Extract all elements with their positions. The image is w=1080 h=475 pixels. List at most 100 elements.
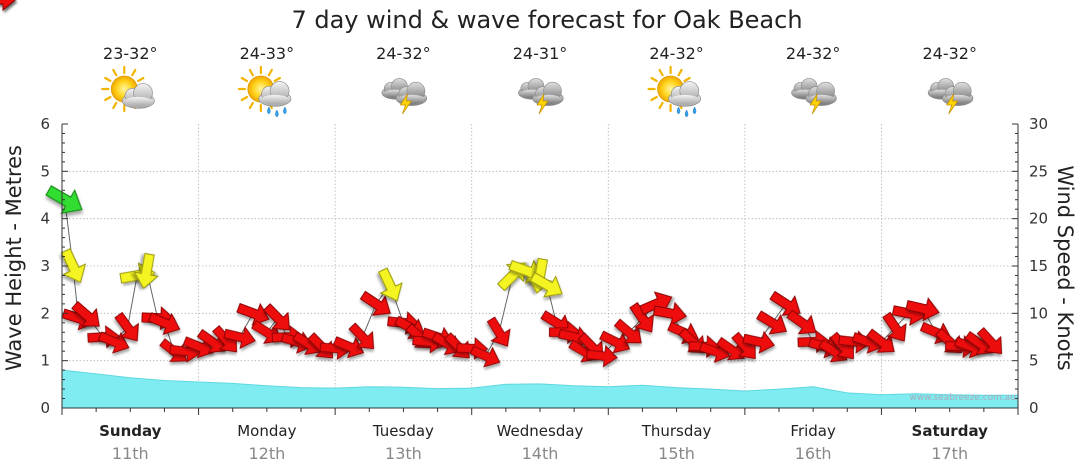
left-tick-label: 3 (40, 257, 50, 275)
sun-ray (240, 76, 249, 83)
sun-ray (650, 76, 658, 83)
wind-arrow (60, 248, 87, 284)
day-temperature-label: 24-31° (513, 44, 568, 63)
chart-title: 7 day wind & wave forecast for Oak Beach (291, 6, 802, 34)
wind-arrow (786, 309, 817, 335)
left-tick-label: 2 (40, 304, 50, 322)
rain-drop (676, 106, 681, 115)
right-tick-label: 30 (1029, 115, 1048, 133)
thunderstorm-icon (381, 78, 428, 115)
cloud-puff (124, 96, 153, 107)
right-axis-title: Wind Speed - Knots (1053, 165, 1077, 370)
rain-drop (267, 106, 271, 115)
day-temperature-label: 24-32° (786, 44, 841, 63)
wind-arrow (133, 252, 160, 290)
wind-arrow (882, 311, 907, 342)
wind-arrow (469, 345, 501, 368)
sun-ray (683, 76, 691, 83)
thunderstorm-icon (791, 78, 837, 115)
sun-ray (137, 76, 145, 83)
cloud-shape (258, 81, 292, 107)
day-name-label: Wednesday (497, 422, 584, 440)
wind-arrow (486, 316, 511, 347)
sun-ray (273, 76, 282, 83)
lightning-bolt (536, 93, 549, 115)
sun-ray (240, 95, 249, 102)
wind-arrow (613, 318, 642, 344)
cloud-shape (668, 81, 702, 107)
day-date-label: 11th (112, 444, 149, 463)
rain-drop (283, 106, 287, 115)
x-axis-labels: Sunday 11th Monday 12th Tuesday 13th Wednesday… (99, 422, 988, 463)
cloud-shape (121, 83, 155, 109)
sun-shower-icon (237, 65, 292, 118)
right-tick-label: 5 (1029, 352, 1039, 370)
wind-arrow (196, 328, 226, 353)
left-tick-label: 1 (40, 352, 50, 370)
right-tick-label: 10 (1029, 304, 1048, 322)
day-temperature-label: 24-32° (922, 44, 977, 63)
day-temperature-label: 24-32° (649, 44, 704, 63)
day-date-label: 13th (385, 444, 422, 463)
wind-arrow (97, 331, 130, 354)
wave-height-area (61, 369, 1019, 409)
day-temperature-label: 24-33° (240, 44, 295, 63)
lightning-bolt (809, 93, 822, 115)
wind-arrow (332, 336, 365, 359)
rain-drop (692, 106, 697, 115)
wind-arrow (348, 322, 375, 350)
day-date-label: 14th (522, 444, 559, 463)
wind-arrow (716, 336, 745, 361)
sun-ray (658, 101, 664, 110)
day-temperature-label: 24-32° (376, 44, 431, 63)
sun-ray (248, 68, 254, 77)
sun-ray (267, 68, 273, 77)
rain-drop (275, 109, 279, 118)
right-tick-label: 20 (1029, 210, 1048, 228)
sun-ray (112, 101, 118, 110)
day-name-label: Monday (237, 422, 296, 440)
thunderstorm-icon (927, 78, 974, 115)
day-temperature-label: 23-32° (103, 44, 158, 63)
cloud-puff (260, 94, 290, 105)
wind-arrow (976, 327, 1003, 355)
right-tick-label: 0 (1029, 399, 1039, 417)
sun-ray (248, 101, 254, 110)
partly-cloudy-icon (101, 65, 155, 113)
day-name-label: Thursday (641, 422, 712, 440)
lightning-bolt (946, 93, 959, 115)
sun-ray (677, 68, 683, 77)
watermark: www.seabreeze.com.au (909, 393, 1016, 403)
wind-arrow (599, 330, 631, 354)
left-tick-label: 0 (40, 399, 50, 417)
wind-arrow (71, 300, 100, 327)
wind-arrow (629, 302, 655, 333)
wind-arrow (652, 301, 688, 326)
rain-drop (684, 109, 689, 118)
wind-arrow (359, 290, 391, 316)
wind-arrows (0, 0, 1003, 368)
left-axis-title: Wave Height - Metres (2, 145, 26, 371)
right-tick-label: 25 (1029, 162, 1048, 180)
lightning-bolt (399, 93, 413, 115)
wind-arrow (236, 302, 270, 326)
day-date-label: 16th (795, 444, 832, 463)
wind-arrow (905, 297, 940, 322)
left-tick-label: 4 (40, 210, 50, 228)
wind-arrow (866, 328, 895, 353)
left-tick-label: 6 (40, 115, 50, 133)
sun-ray (112, 68, 118, 77)
day-name-label: Tuesday (372, 422, 434, 440)
axes: 0 1 2 3 4 5 6 0 5 10 15 20 25 30 (40, 115, 1048, 417)
sun-ray (650, 95, 658, 102)
day-date-label: 15th (658, 444, 695, 463)
wind-arrow (731, 331, 756, 360)
wind-arrow (586, 344, 618, 368)
wind-arrow (742, 330, 775, 354)
wind-arrow (147, 312, 181, 336)
day-name-label: Sunday (99, 422, 162, 440)
wave-area (61, 369, 1019, 409)
thunderstorm-icon (518, 78, 564, 115)
day-date-label: 17th (931, 444, 968, 463)
daily-header: 23-32° 24-33° 24-32° 24-31° 24-32° 24-32° 24-3… (101, 44, 977, 118)
